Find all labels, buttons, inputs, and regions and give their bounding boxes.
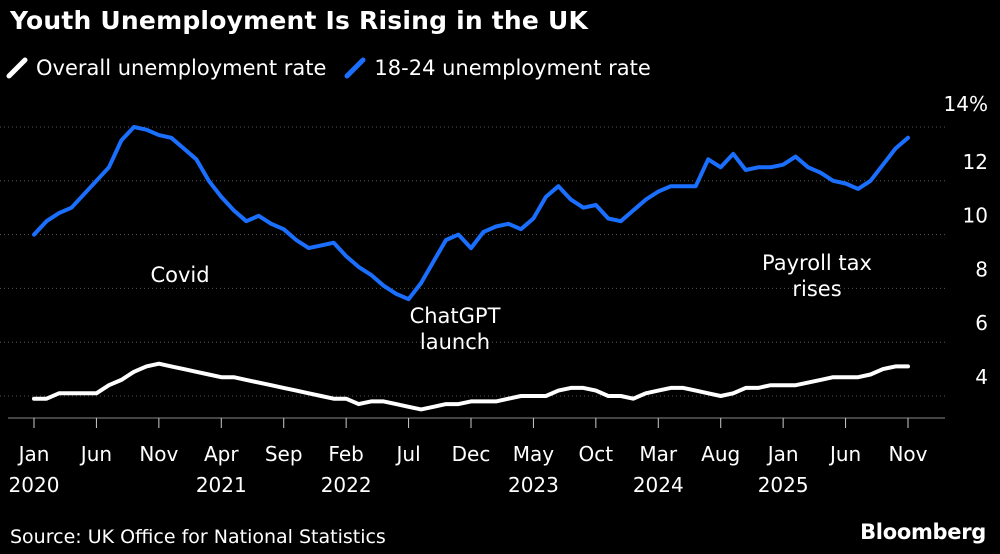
legend-item-overall: Overall unemployment rate [6, 56, 326, 80]
x-tick-label: Apr [204, 442, 239, 466]
x-tick-label: May [513, 442, 555, 466]
annotation-label: ChatGPT launch [410, 304, 501, 354]
x-tick-label: Mar [639, 442, 678, 466]
x-tick-label: Oct [579, 442, 614, 466]
series-line-youth [32, 125, 910, 302]
x-tick-year-label: 2021 [196, 473, 247, 497]
y-tick-label: 10 [963, 204, 988, 228]
x-tick-label: Jun [79, 442, 112, 466]
chart-title: Youth Unemployment Is Rising in the UK [10, 6, 589, 35]
x-tick-label: Nov [139, 442, 178, 466]
legend-swatch-youth-icon [344, 57, 366, 79]
gridlines [0, 126, 945, 397]
legend-label-youth: 18-24 unemployment rate [374, 56, 651, 80]
y-tick-label: 14% [944, 92, 988, 116]
legend-item-youth: 18-24 unemployment rate [344, 56, 651, 80]
x-tick-label: Dec [452, 442, 491, 466]
x-tick-label: Jun [828, 442, 861, 466]
x-tick-label: Feb [328, 442, 363, 466]
legend: Overall unemployment rate 18-24 unemploy… [6, 56, 669, 80]
brand-logo: Bloomberg [860, 520, 986, 544]
x-tick-year-label: 2022 [321, 473, 372, 497]
y-axis-ticks: 14% 12 10 8 6 4 [944, 92, 988, 389]
annotations: Covid ChatGPT launch Payroll tax rises [150, 251, 872, 354]
y-tick-label: 12 [963, 150, 988, 174]
annotation-label: Covid [150, 263, 209, 287]
x-tick-year-label: 2024 [633, 473, 684, 497]
series-lines [32, 125, 910, 412]
y-tick-label: 6 [975, 311, 988, 335]
legend-swatch-overall-icon [6, 57, 28, 79]
x-tick-label: Jan [17, 442, 50, 466]
x-tick-label: Jan [766, 442, 799, 466]
x-tick-year-label: 2023 [508, 473, 559, 497]
x-tick-label: Sep [265, 442, 303, 466]
legend-label-overall: Overall unemployment rate [36, 56, 327, 80]
x-tick-label: Aug [701, 442, 740, 466]
x-tick-year-label: 2025 [758, 473, 809, 497]
y-tick-label: 8 [975, 257, 988, 281]
series-line-overall [32, 361, 910, 412]
annotation-label: Payroll tax rises [762, 251, 872, 301]
x-tick-label: Nov [888, 442, 927, 466]
x-tick-year-label: 2020 [9, 473, 60, 497]
x-tick-label: Jul [395, 442, 421, 466]
y-tick-label: 4 [975, 365, 988, 389]
source-note: Source: UK Office for National Statistic… [10, 526, 386, 548]
x-axis-ticks: Jan 2020 Jun Nov Apr 2021 Sep Feb 2022 Jul Dec May 2… [8, 417, 945, 497]
